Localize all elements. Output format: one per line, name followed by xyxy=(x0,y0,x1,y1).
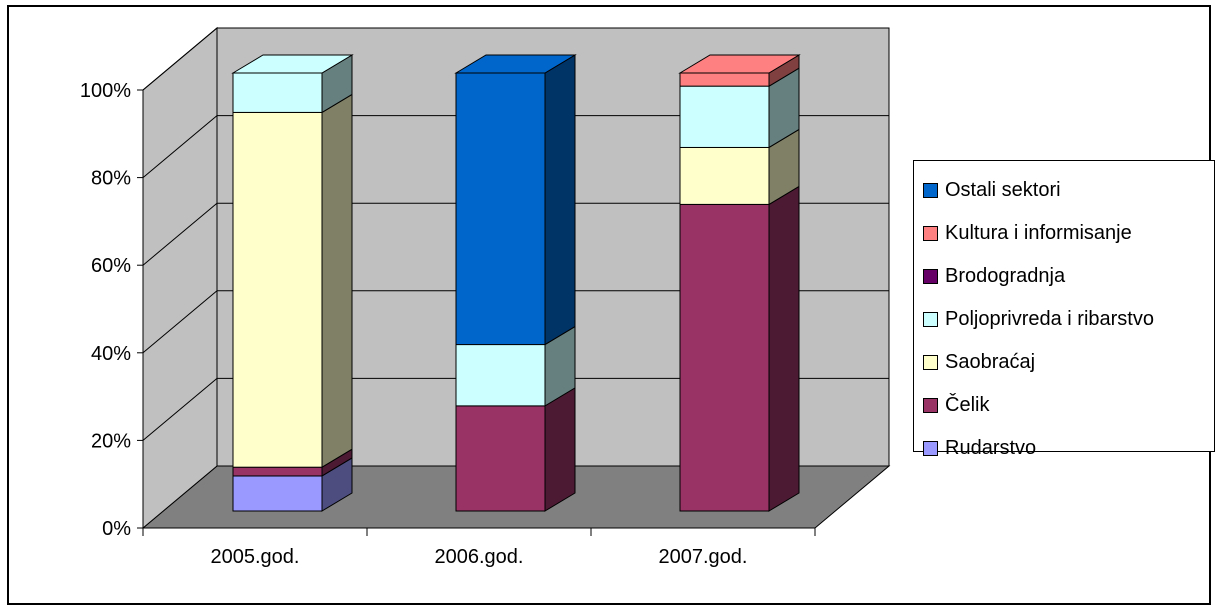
bar-side xyxy=(321,93,353,469)
y-tick-label: 80% xyxy=(91,168,131,190)
legend-swatch xyxy=(923,226,938,241)
bar-front xyxy=(455,344,546,407)
legend-item: Saobraćaj xyxy=(914,341,1214,384)
chart-side-wall xyxy=(142,26,218,530)
legend-label: Čelik xyxy=(945,394,990,416)
gridline-side xyxy=(142,378,218,441)
legend-label: Brodogradnja xyxy=(945,265,1066,287)
legend-swatch xyxy=(923,312,938,327)
y-tick-label: 100% xyxy=(80,80,131,102)
legend-item: Čelik xyxy=(914,384,1214,427)
bar-segment xyxy=(455,386,576,512)
bar-front xyxy=(232,466,323,477)
bar-front xyxy=(679,203,770,512)
bar-top xyxy=(678,54,801,74)
gridline-side xyxy=(142,290,218,354)
bar-segment xyxy=(455,54,576,346)
legend-swatch xyxy=(923,355,938,370)
bar-front xyxy=(232,475,323,512)
y-tick-label: 20% xyxy=(91,430,131,452)
legend-swatch xyxy=(923,269,938,284)
bar-side xyxy=(544,54,576,346)
bar-top xyxy=(231,54,354,74)
gridline-side xyxy=(142,115,218,178)
y-tick-label: 0% xyxy=(102,518,131,540)
legend-label: Kultura i informisanje xyxy=(945,222,1132,244)
bar-top xyxy=(454,54,577,74)
bar-front xyxy=(679,146,770,205)
gridline-side xyxy=(142,27,218,91)
legend-label: Ostali sektori xyxy=(945,179,1061,201)
bar-front xyxy=(455,72,546,346)
legend-label: Saobraćaj xyxy=(945,351,1036,373)
y-tick-label: 40% xyxy=(91,343,131,365)
bar-side xyxy=(544,386,576,512)
bar-side xyxy=(768,185,800,512)
legend-item: Brodogradnja xyxy=(914,255,1214,298)
bar-segment xyxy=(455,325,576,407)
legend-item: Ostali sektori xyxy=(914,169,1214,212)
legend-swatch xyxy=(923,398,938,413)
bar-front xyxy=(679,85,770,148)
x-tick-label: 2006.god. xyxy=(435,546,524,568)
legend-label: Poljoprivreda i ribarstvo xyxy=(945,308,1154,330)
legend-swatch xyxy=(923,441,938,456)
y-tick-label: 60% xyxy=(91,255,131,277)
bar-front xyxy=(232,72,323,113)
bar-segment xyxy=(679,67,800,149)
x-tick-label: 2007.god. xyxy=(659,546,748,568)
legend-item: Rudarstvo xyxy=(914,427,1214,470)
bar-segment xyxy=(679,185,800,512)
bar-front xyxy=(232,111,323,468)
legend-label: Rudarstvo xyxy=(945,437,1037,459)
legend-swatch xyxy=(923,183,938,198)
bar-segment xyxy=(232,93,353,469)
gridline-side xyxy=(142,202,218,266)
bar-front xyxy=(679,72,770,87)
chart-legend: Ostali sektori Kultura i informisanje Brod… xyxy=(913,160,1215,459)
bar-segment xyxy=(232,54,353,114)
legend-item: Poljoprivreda i ribarstvo xyxy=(914,298,1214,341)
x-tick-label: 2005.god. xyxy=(211,546,300,568)
legend-item: Kultura i informisanje xyxy=(914,212,1214,255)
bar-segment xyxy=(232,457,353,512)
bar-front xyxy=(455,405,546,512)
